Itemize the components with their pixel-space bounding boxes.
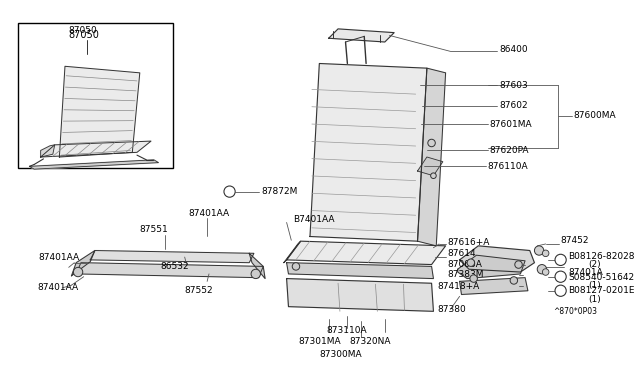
Circle shape xyxy=(555,271,566,282)
Text: 87551: 87551 xyxy=(140,225,168,234)
Polygon shape xyxy=(60,66,140,157)
Bar xyxy=(18,23,173,168)
Circle shape xyxy=(467,259,475,266)
Text: (1): (1) xyxy=(589,295,602,304)
Text: (1): (1) xyxy=(589,280,602,290)
Circle shape xyxy=(555,285,566,296)
Text: S: S xyxy=(558,274,563,280)
Text: 87452: 87452 xyxy=(561,236,589,245)
Text: 876110A: 876110A xyxy=(488,162,528,171)
Text: 87601MA: 87601MA xyxy=(490,120,532,129)
Circle shape xyxy=(431,173,436,179)
Circle shape xyxy=(292,263,300,270)
Polygon shape xyxy=(287,241,445,264)
Circle shape xyxy=(515,261,522,268)
Circle shape xyxy=(555,254,566,266)
Text: 87600MA: 87600MA xyxy=(573,111,616,121)
Circle shape xyxy=(428,139,435,147)
Polygon shape xyxy=(458,255,525,279)
Text: 87301MA: 87301MA xyxy=(299,337,341,346)
Polygon shape xyxy=(460,246,534,272)
Polygon shape xyxy=(287,263,433,279)
Circle shape xyxy=(510,277,518,284)
Circle shape xyxy=(537,264,547,274)
Polygon shape xyxy=(249,253,265,279)
Text: (2): (2) xyxy=(589,260,602,269)
Polygon shape xyxy=(417,68,445,246)
Circle shape xyxy=(251,269,260,279)
Polygon shape xyxy=(29,160,159,169)
Polygon shape xyxy=(41,145,54,157)
Text: 87383M: 87383M xyxy=(447,270,484,279)
Polygon shape xyxy=(329,29,394,42)
Text: 86532: 86532 xyxy=(161,262,189,271)
Polygon shape xyxy=(72,250,95,276)
Polygon shape xyxy=(284,241,301,263)
Polygon shape xyxy=(76,263,263,278)
Text: 87000A: 87000A xyxy=(447,260,483,269)
Circle shape xyxy=(224,186,235,197)
Text: 87620PA: 87620PA xyxy=(490,146,529,155)
Text: 87616+A: 87616+A xyxy=(447,238,490,247)
Text: 87401AA: 87401AA xyxy=(39,253,80,262)
Polygon shape xyxy=(41,141,151,157)
Text: 87614: 87614 xyxy=(447,249,476,258)
Text: 87401A: 87401A xyxy=(568,267,603,276)
Text: B: B xyxy=(558,257,563,263)
Circle shape xyxy=(542,250,549,257)
Circle shape xyxy=(470,275,477,282)
Text: 87320NA: 87320NA xyxy=(349,337,391,346)
Circle shape xyxy=(542,269,549,275)
Text: 86400: 86400 xyxy=(499,45,527,54)
Text: 87401AA: 87401AA xyxy=(188,209,230,218)
Text: 873110A: 873110A xyxy=(327,326,367,334)
Text: 87050: 87050 xyxy=(68,26,97,35)
Text: B: B xyxy=(558,288,563,294)
Text: B08126-82028: B08126-82028 xyxy=(568,251,635,261)
Circle shape xyxy=(534,246,544,255)
Text: B7401AA: B7401AA xyxy=(293,215,335,224)
Polygon shape xyxy=(287,279,433,311)
Text: 87380: 87380 xyxy=(437,305,466,314)
Text: 87050: 87050 xyxy=(68,29,100,39)
Text: 87603: 87603 xyxy=(499,80,527,90)
Polygon shape xyxy=(90,250,254,263)
Text: 87300MA: 87300MA xyxy=(319,350,362,359)
Text: S08540-51642: S08540-51642 xyxy=(568,273,634,282)
Text: 87418+A: 87418+A xyxy=(437,282,479,291)
Text: 87872M: 87872M xyxy=(261,187,298,196)
Text: 87602: 87602 xyxy=(499,101,527,110)
Text: ^870*0P03: ^870*0P03 xyxy=(553,307,597,316)
Polygon shape xyxy=(310,64,427,241)
Circle shape xyxy=(74,267,83,277)
Text: B08127-0201E: B08127-0201E xyxy=(568,286,635,295)
Polygon shape xyxy=(460,278,528,295)
Text: 87401AA: 87401AA xyxy=(37,283,78,292)
Polygon shape xyxy=(417,157,443,176)
Text: 87552: 87552 xyxy=(185,286,213,295)
